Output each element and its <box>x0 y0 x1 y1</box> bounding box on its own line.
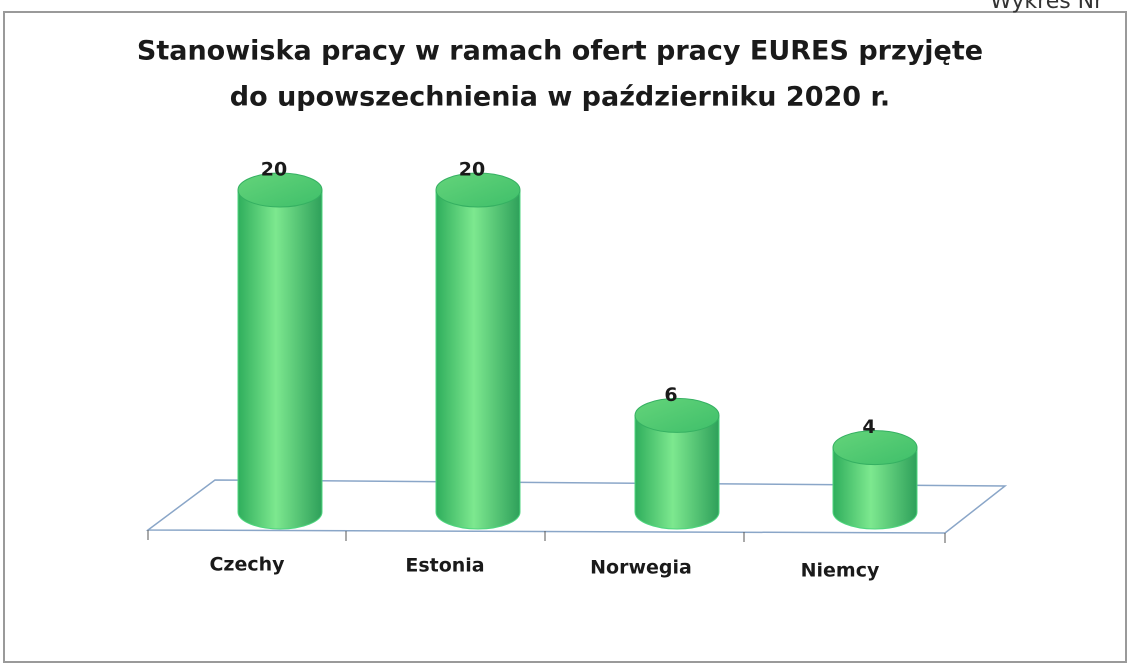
x-tick-label: Estonia <box>405 555 484 577</box>
chart-title: do upowszechnienia w październiku 2020 r… <box>230 82 890 113</box>
bar-top <box>832 430 918 466</box>
data-label: 4 <box>862 416 875 438</box>
bar <box>634 397 720 530</box>
bar-top <box>237 172 323 208</box>
bar <box>435 172 521 530</box>
x-tick-label: Niemcy <box>801 560 880 582</box>
data-label: 6 <box>664 384 677 406</box>
bar <box>237 172 323 530</box>
x-tick-label: Norwegia <box>590 557 692 579</box>
header-label: Wykres Nr <box>990 0 1104 14</box>
bar-body <box>634 414 720 530</box>
x-tick-label: Czechy <box>209 554 285 576</box>
bar-body <box>237 189 323 530</box>
bar <box>832 430 918 530</box>
bar-top <box>634 397 720 433</box>
bar-body <box>832 447 918 530</box>
data-label: 20 <box>459 159 485 181</box>
data-label: 20 <box>261 159 287 181</box>
frame <box>3 11 1127 663</box>
bar-body <box>435 189 521 530</box>
chart-title: Stanowiska pracy w ramach ofert pracy EU… <box>137 36 983 67</box>
bar-top <box>435 172 521 208</box>
